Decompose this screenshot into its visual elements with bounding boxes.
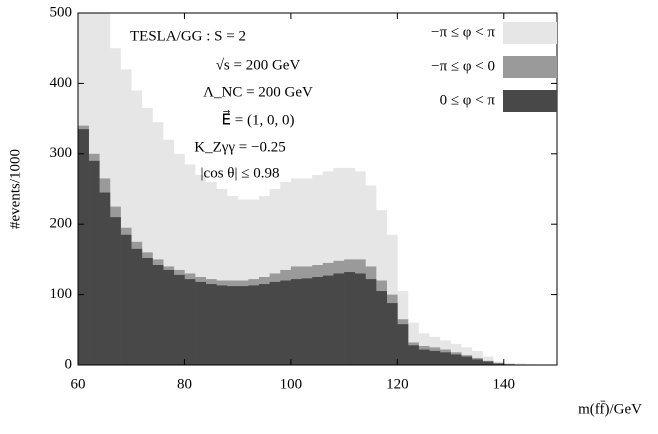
histogram-bar <box>280 280 292 365</box>
histogram-bar <box>376 291 387 365</box>
histogram-bar <box>482 361 494 365</box>
y-axis-label: #events/1000 <box>7 149 23 229</box>
histogram-bar <box>237 286 249 365</box>
histogram-bar <box>173 274 185 365</box>
histogram-bar <box>493 363 505 365</box>
x-tick-label: 80 <box>177 376 192 392</box>
annotation: E⃗ = (1, 0, 0) <box>222 110 295 129</box>
histogram-bar <box>120 234 132 365</box>
y-tick-label: 300 <box>50 145 73 161</box>
histogram-bar <box>99 192 111 365</box>
histogram-bar <box>248 285 260 365</box>
histogram-bar <box>205 181 217 365</box>
histogram-bar <box>173 153 185 365</box>
histogram-bar <box>471 359 483 365</box>
legend-label: −π ≤ φ < 0 <box>431 58 495 74</box>
histogram-bar <box>163 139 175 365</box>
histogram-bar <box>418 349 430 365</box>
x-tick-label: 60 <box>71 376 86 392</box>
histogram-bar <box>461 356 473 365</box>
histogram-bar <box>354 273 366 365</box>
histogram-bar <box>365 279 377 365</box>
histogram-bar <box>258 284 270 365</box>
histogram-bar <box>152 122 164 365</box>
x-tick-label: 140 <box>493 376 516 392</box>
annotation: TESLA/GG : S = 2 <box>130 28 246 44</box>
histogram-bar <box>290 279 302 365</box>
histogram-bar <box>184 164 196 365</box>
histogram-bar <box>141 108 153 365</box>
histogram-bar <box>503 362 515 365</box>
legend-swatch <box>503 22 557 44</box>
x-axis-label: m(ff̄)/GeV <box>578 401 642 418</box>
histogram-bar <box>407 345 419 365</box>
histogram-bar <box>386 303 398 365</box>
histogram-bar <box>109 48 121 365</box>
histogram-bar <box>514 363 526 365</box>
plot-frame <box>77 12 558 366</box>
y-tick-label: 0 <box>65 356 73 372</box>
histogram-bar <box>109 217 121 365</box>
histogram-bar <box>88 160 100 365</box>
legend-swatch <box>503 90 557 112</box>
histogram-bar <box>120 69 132 365</box>
histogram-bar <box>227 286 238 365</box>
y-tick-label: 100 <box>50 286 73 302</box>
bars <box>78 13 537 365</box>
histogram-bar <box>141 257 153 365</box>
x-tick-label: 100 <box>280 376 303 392</box>
histogram-bar <box>78 129 89 365</box>
histogram-bar <box>195 281 207 365</box>
annotation: |cos θ| ≤ 0.98 <box>201 165 280 181</box>
histogram-bar <box>184 279 196 365</box>
legend-label: 0 ≤ φ < π <box>440 92 496 108</box>
histogram-bar <box>322 275 334 365</box>
y-tick-label: 200 <box>50 216 73 232</box>
histogram-bar <box>131 248 143 365</box>
histogram-bar <box>131 90 143 365</box>
annotation: √s = 200 GeV <box>216 57 301 73</box>
histogram-bar <box>397 324 409 365</box>
histogram-bar <box>429 350 441 365</box>
y-tick-label: 400 <box>50 75 73 91</box>
annotation: Λ_NC = 200 GeV <box>203 84 313 100</box>
histogram-bar <box>269 281 281 365</box>
legend-label: −π ≤ φ < π <box>431 24 495 40</box>
histogram-bar <box>205 284 217 365</box>
histogram-bar <box>450 354 462 365</box>
histogram-bar <box>344 272 356 365</box>
histogram-bar <box>195 174 207 365</box>
histogram-bar <box>333 273 345 365</box>
histogram-bar <box>216 189 228 365</box>
histogram-bar <box>216 285 228 365</box>
annotation: K_Zγγ = −0.25 <box>194 139 285 155</box>
x-tick-label: 120 <box>386 376 409 392</box>
histogram-bar <box>312 277 324 365</box>
legend-swatch <box>503 56 557 78</box>
histogram-bar <box>439 352 451 365</box>
histogram-bar <box>152 265 164 365</box>
histogram-bar <box>301 278 313 365</box>
histogram-bar <box>163 269 175 365</box>
y-tick-label: 500 <box>50 4 73 20</box>
